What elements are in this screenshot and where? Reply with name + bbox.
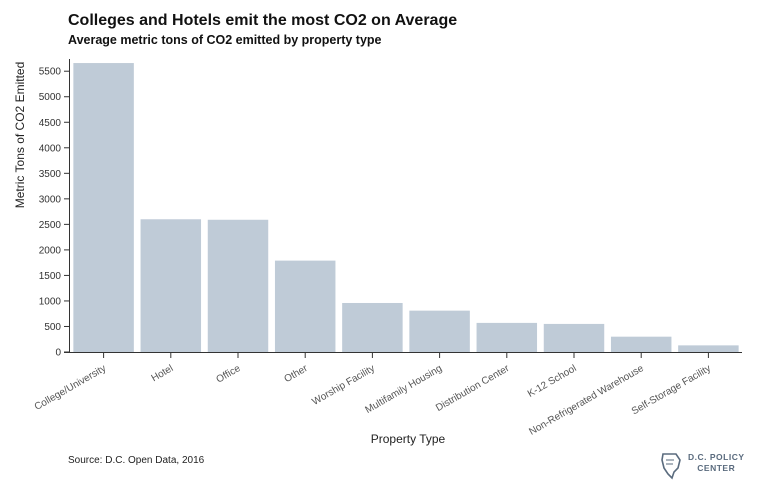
logo-line1: D.C. POLICY xyxy=(688,452,745,462)
bar-self-storage-facility xyxy=(678,345,739,352)
x-axis: College/University Hotel Office Other Worshi… xyxy=(33,352,742,438)
y-tick-label: 1500 xyxy=(39,271,62,282)
x-tick-label: College/University xyxy=(33,363,108,413)
x-tick-label: Worship Facility xyxy=(310,363,376,408)
dc-policy-center-logo: D.C. POLICY CENTER xyxy=(660,450,750,482)
source-note: Source: D.C. Open Data, 2016 xyxy=(68,455,205,466)
bar-multifamily-housing xyxy=(409,310,470,352)
y-tick-label: 4000 xyxy=(39,143,62,154)
x-axis-title: Property Type xyxy=(371,432,446,446)
chart-subtitle: Average metric tons of CO2 emitted by pr… xyxy=(68,33,382,47)
x-tick-label: Office xyxy=(215,363,243,386)
y-tick-label: 2500 xyxy=(39,220,62,231)
bar-distribution-center xyxy=(476,322,538,352)
bar-hotel xyxy=(140,219,202,352)
x-tick-label: Hotel xyxy=(150,363,176,384)
bar-college-university xyxy=(73,63,134,352)
y-tick-label: 3000 xyxy=(39,194,62,205)
logo-line2: CENTER xyxy=(697,463,736,473)
y-tick-label: 0 xyxy=(55,348,61,359)
y-axis-title: Metric Tons of CO2 Emitted xyxy=(13,62,27,209)
x-tick-label: K-12 School xyxy=(526,363,579,400)
logo-text: D.C. POLICY CENTER xyxy=(688,452,745,474)
y-tick-label: 3500 xyxy=(39,169,62,180)
bar-other xyxy=(274,260,336,352)
bars-group xyxy=(73,63,739,352)
y-tick-label: 4500 xyxy=(39,118,62,129)
bar-k-12-school xyxy=(543,323,605,352)
y-axis: 0 500 1000 1500 2000 2500 3000 3500 4000 4500 5000… xyxy=(39,59,70,359)
x-tick-label: Non-Refrigerated Warehouse xyxy=(527,363,646,438)
x-tick-label: Other xyxy=(283,363,311,385)
bar-worship-facility xyxy=(342,302,403,352)
y-tick-label: 5000 xyxy=(39,92,62,103)
bar-non-refrigerated-warehouse xyxy=(610,336,672,352)
y-tick-label: 2000 xyxy=(39,245,62,256)
dc-map-icon xyxy=(661,453,681,480)
chart-title: Colleges and Hotels emit the most CO2 on… xyxy=(68,12,458,29)
y-tick-label: 5500 xyxy=(39,67,62,78)
bar-office xyxy=(207,219,269,352)
y-tick-label: 500 xyxy=(44,322,61,333)
x-tick-label: Distribution Center xyxy=(434,363,512,414)
y-tick-label: 1000 xyxy=(39,296,62,307)
